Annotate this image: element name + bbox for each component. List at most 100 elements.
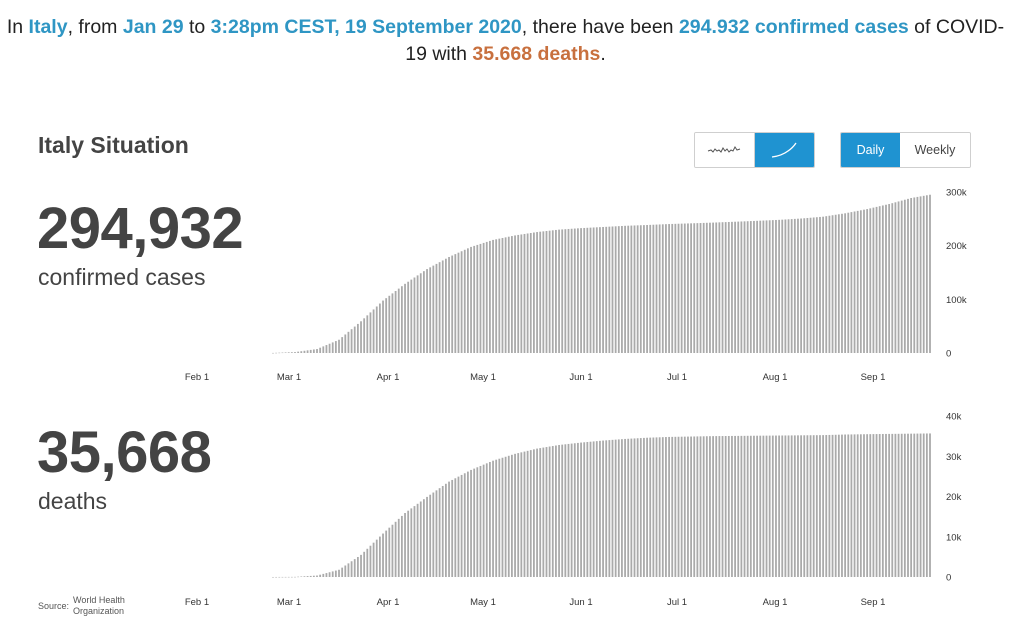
bar <box>287 352 290 353</box>
bar <box>344 334 347 353</box>
bar <box>617 439 620 577</box>
bar <box>422 271 425 353</box>
bar <box>397 518 400 577</box>
bar <box>511 454 513 577</box>
bar <box>866 434 869 577</box>
bar <box>690 223 692 353</box>
x-tick-label: Feb 1 <box>185 597 209 608</box>
bar <box>454 478 457 577</box>
bar <box>394 291 397 353</box>
headline-text: of COVID-19 with <box>405 16 1005 65</box>
bar <box>416 503 419 577</box>
bar <box>784 435 787 577</box>
bar <box>404 283 406 353</box>
bar <box>699 436 702 577</box>
bar <box>775 435 777 577</box>
bar <box>388 527 391 577</box>
weekly-button[interactable]: Weekly <box>900 133 970 167</box>
daily-trend-button[interactable] <box>695 133 755 167</box>
bar <box>922 433 925 577</box>
bar <box>646 437 648 577</box>
bar <box>630 438 633 577</box>
bar <box>863 209 865 353</box>
x-tick-label: Jul 1 <box>667 372 687 383</box>
bar <box>740 435 743 577</box>
bar <box>514 453 516 577</box>
bar <box>630 225 633 353</box>
bar <box>856 434 859 577</box>
bar <box>658 224 661 353</box>
bar <box>539 448 542 577</box>
bar <box>668 436 670 577</box>
bar <box>435 490 438 577</box>
bar <box>831 215 834 353</box>
bar <box>460 474 463 577</box>
bar <box>878 206 881 353</box>
bar <box>680 223 683 353</box>
bar <box>721 222 724 353</box>
bar <box>605 440 608 577</box>
bar <box>793 435 796 577</box>
bar <box>498 458 501 577</box>
bar <box>702 436 705 577</box>
bar <box>746 221 749 353</box>
bar <box>429 267 432 353</box>
bar <box>897 433 900 577</box>
x-tick-label: Aug 1 <box>763 597 788 608</box>
bar <box>837 434 840 577</box>
confirmed-cases-chart: 0 100k 200k 300k Feb 1 Mar 1 Apr 1 May 1 Jun 1 Ju… <box>185 188 967 384</box>
bar <box>756 220 759 353</box>
bar <box>382 533 384 577</box>
bar <box>350 329 353 353</box>
bar <box>872 434 875 577</box>
bar <box>338 339 340 353</box>
bar <box>809 435 812 577</box>
deaths-label: deaths <box>38 488 108 514</box>
bar <box>331 571 334 577</box>
bar <box>778 219 781 353</box>
bar <box>507 236 510 353</box>
bar <box>888 204 891 353</box>
bar <box>501 457 504 577</box>
bar <box>636 225 639 353</box>
bar <box>495 459 498 577</box>
bar <box>356 323 359 353</box>
cumulative-trend-button[interactable] <box>754 133 814 167</box>
bar <box>633 225 636 353</box>
bar <box>385 530 388 577</box>
bar <box>806 435 809 577</box>
daily-button[interactable]: Daily <box>841 133 900 167</box>
bar <box>281 352 284 354</box>
bar <box>599 227 601 353</box>
headline-start-date: Jan 29 <box>122 16 184 38</box>
bar <box>611 226 614 353</box>
bar <box>375 306 378 353</box>
bar <box>617 226 620 353</box>
bar <box>533 232 535 353</box>
bar <box>511 236 513 353</box>
bar <box>705 436 708 577</box>
confirmed-label: confirmed cases <box>38 264 206 290</box>
bar <box>784 219 787 353</box>
bar <box>526 450 529 577</box>
bar <box>356 556 359 577</box>
bar <box>482 464 485 577</box>
bar <box>665 437 667 577</box>
bar <box>426 496 428 577</box>
bar <box>913 197 916 353</box>
bar <box>919 196 922 353</box>
bar <box>903 433 906 577</box>
bar <box>602 226 604 353</box>
bar <box>278 576 281 578</box>
bar <box>831 434 834 577</box>
bar <box>819 435 821 577</box>
bar <box>577 228 579 353</box>
x-tick-label: Aug 1 <box>763 372 788 383</box>
bar <box>281 576 284 578</box>
bar <box>334 341 337 353</box>
bar-group <box>272 433 931 578</box>
bar <box>463 249 466 353</box>
x-tick-label: Sep 1 <box>861 372 886 383</box>
bar <box>482 242 485 353</box>
bar <box>753 435 755 577</box>
